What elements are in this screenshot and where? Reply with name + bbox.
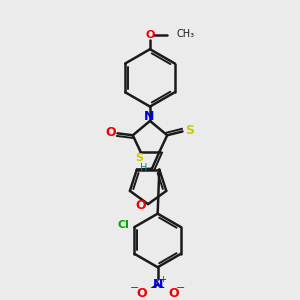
Text: −: − [130, 283, 140, 293]
Text: Cl: Cl [117, 220, 129, 230]
Text: −: − [176, 283, 185, 293]
Text: O: O [145, 30, 155, 40]
Text: O: O [135, 199, 146, 212]
Text: H: H [140, 163, 147, 173]
Text: N: N [152, 278, 163, 291]
Text: S: S [185, 124, 194, 137]
Text: O: O [136, 286, 147, 299]
Text: S: S [136, 153, 143, 163]
Text: O: O [106, 126, 116, 139]
Text: CH₃: CH₃ [177, 29, 195, 39]
Text: N: N [144, 110, 154, 123]
Text: +: + [159, 275, 166, 284]
Text: O: O [169, 286, 179, 299]
